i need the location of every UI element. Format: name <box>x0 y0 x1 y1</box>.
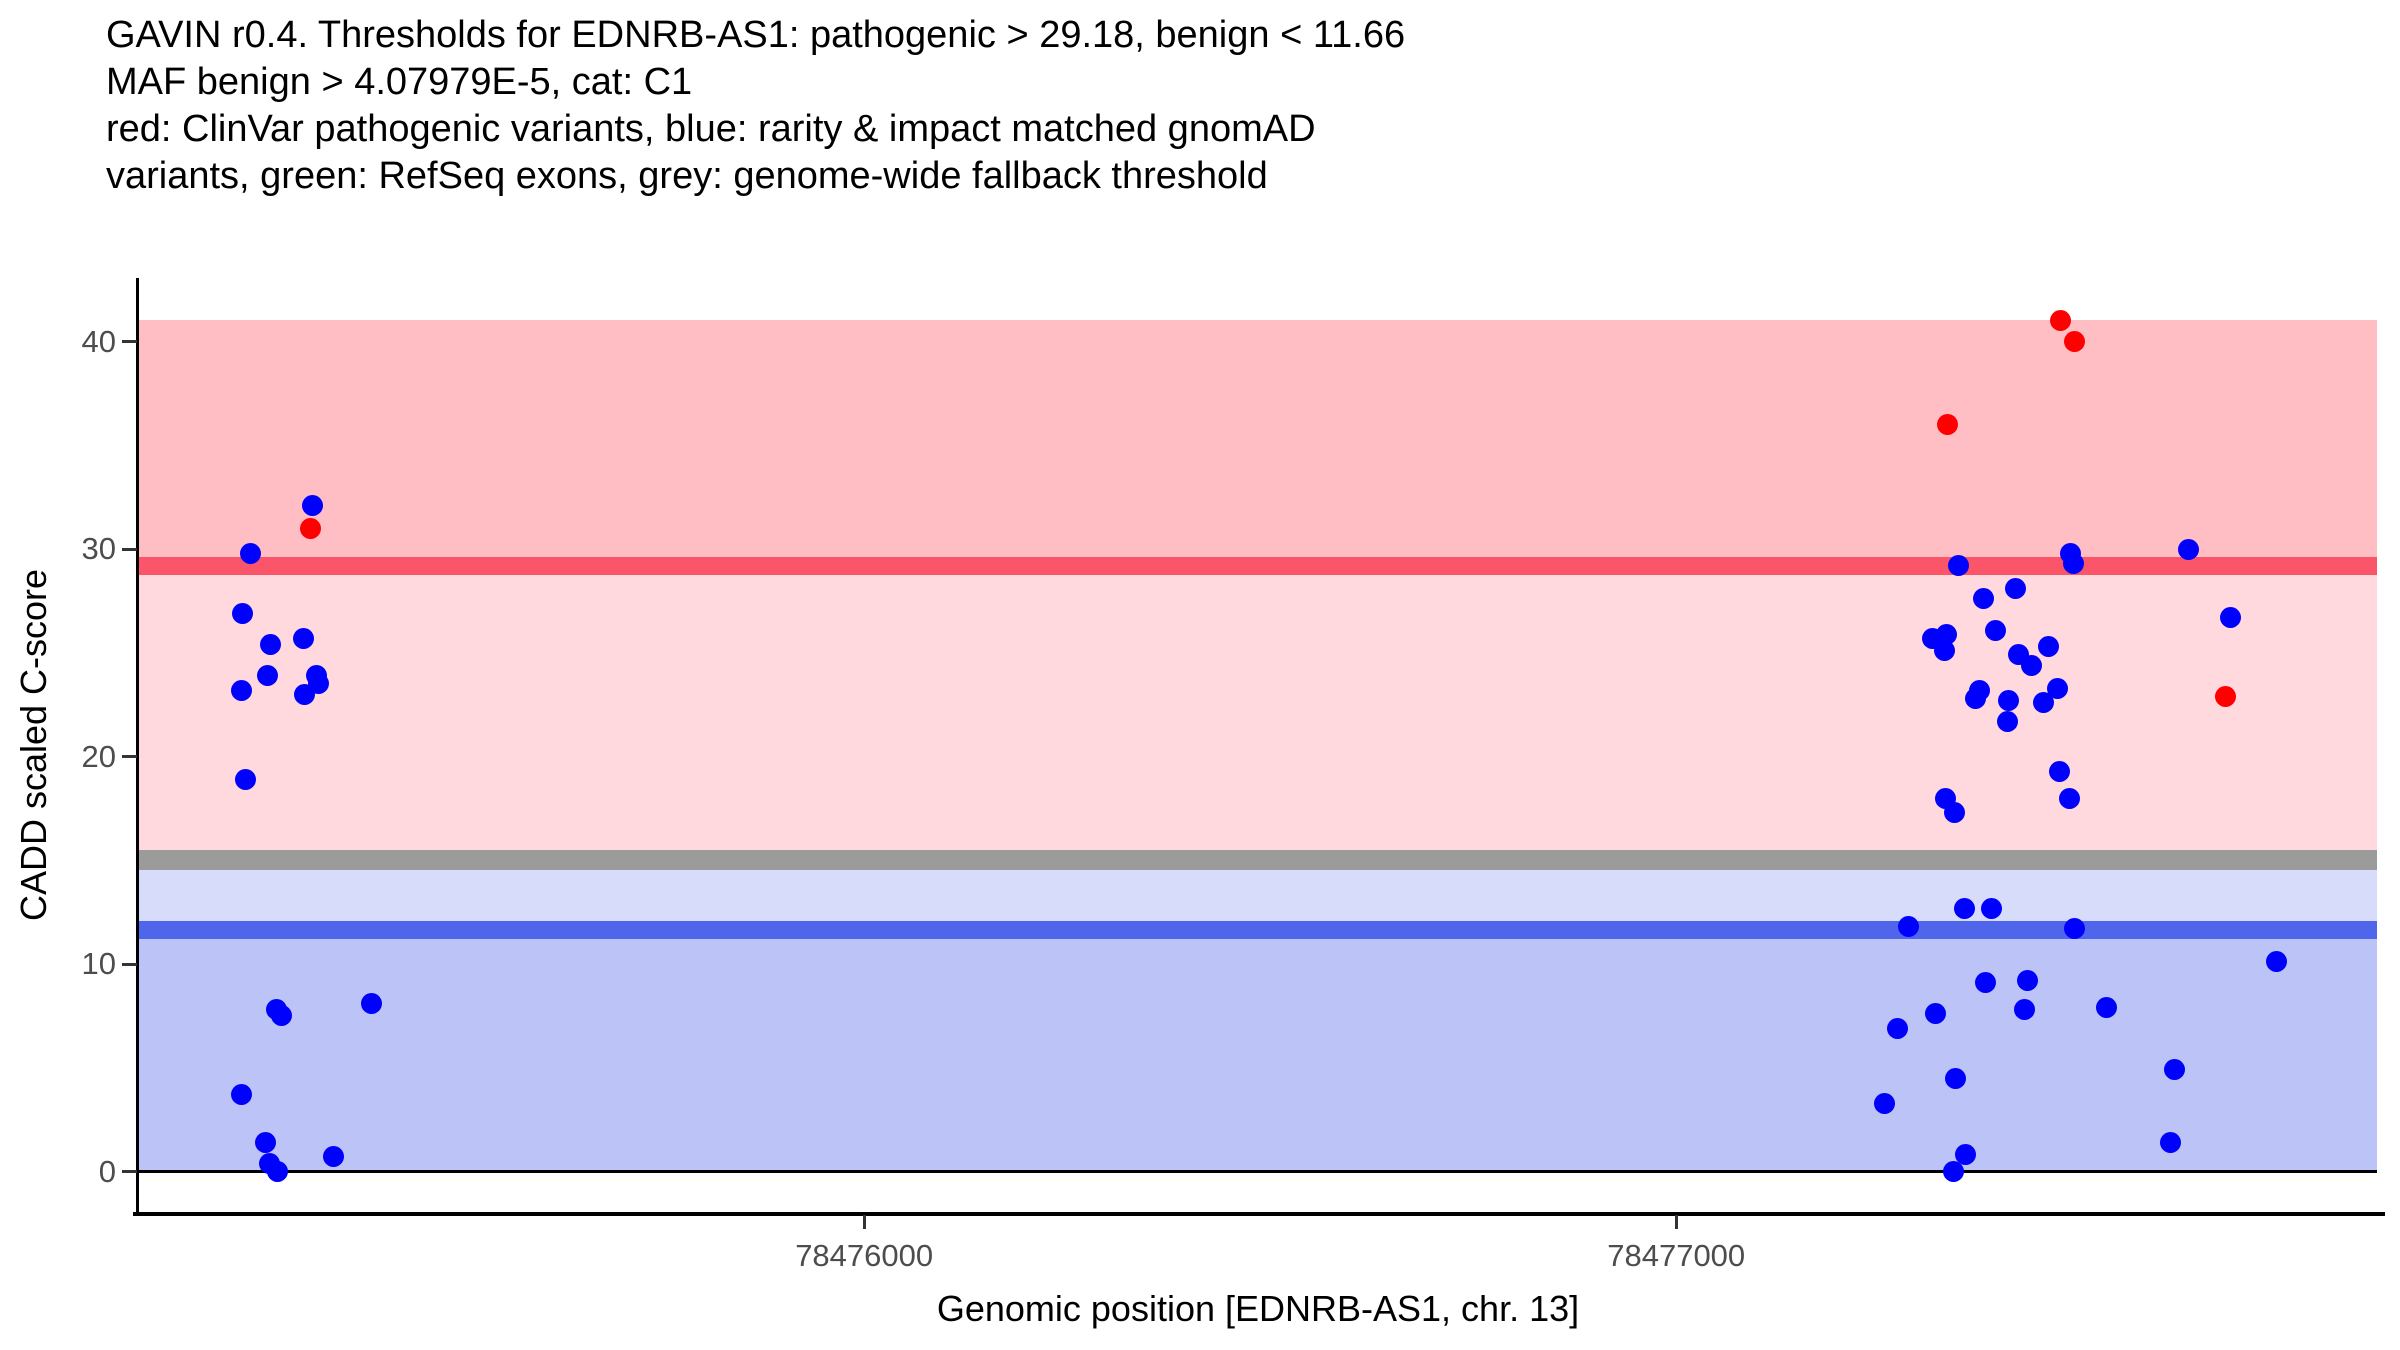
data-point <box>299 517 321 539</box>
x-tick-label: 78476000 <box>795 1238 934 1273</box>
data-point <box>1972 588 1994 610</box>
band-vous-zone-upper <box>139 566 2377 860</box>
data-point <box>2219 607 2241 629</box>
data-point <box>239 542 261 564</box>
x-tick-mark <box>862 1215 866 1229</box>
band-vous-zone-lower <box>139 859 2377 930</box>
data-point <box>302 495 324 517</box>
data-point <box>1965 688 1987 709</box>
y-tick-label: 10 <box>81 946 116 982</box>
y-tick-mark <box>122 340 137 344</box>
data-point <box>1997 710 2019 732</box>
data-point <box>2160 1131 2182 1153</box>
y-tick-label: 40 <box>81 323 116 359</box>
data-point <box>1944 802 1966 824</box>
band-pathogenic-threshold-line <box>139 557 2377 576</box>
data-point <box>1897 916 1919 938</box>
data-point <box>1943 1161 1965 1182</box>
data-point <box>360 992 382 1014</box>
data-point <box>323 1146 345 1168</box>
band-benign-zone <box>139 929 2377 1172</box>
x-axis-title: Genomic position [EDNRB-AS1, chr. 13] <box>936 1288 1580 1329</box>
data-point <box>1954 1144 1976 1166</box>
data-point <box>2037 636 2059 658</box>
data-point <box>1945 1067 1967 1089</box>
band-zero-line <box>139 1170 2377 1173</box>
data-point <box>2032 692 2054 714</box>
data-point <box>2017 970 2039 992</box>
data-point <box>1936 414 1958 436</box>
y-axis-title: CADD scaled C-score <box>13 568 54 922</box>
data-point <box>1984 619 2006 641</box>
data-point <box>1886 1017 1908 1039</box>
band-genome-wide-fallback-band <box>139 849 2377 871</box>
data-point <box>2164 1059 2186 1081</box>
data-point <box>232 602 254 624</box>
data-point <box>2215 685 2237 707</box>
data-point <box>256 665 278 687</box>
y-axis-line <box>136 278 139 1216</box>
data-point <box>230 679 252 701</box>
data-point <box>234 768 256 790</box>
data-point <box>293 627 315 649</box>
y-tick-label: 0 <box>98 1153 116 1189</box>
title-line-4: variants, green: RefSeq exons, grey: gen… <box>106 155 1268 197</box>
title-line-1: GAVIN r0.4. Thresholds for EDNRB-AS1: pa… <box>106 14 1406 56</box>
data-point <box>2062 553 2084 575</box>
data-point <box>2096 997 2118 1019</box>
data-point <box>1975 972 1997 994</box>
y-tick-mark <box>122 962 137 966</box>
y-tick-mark <box>122 1170 137 1173</box>
data-point <box>1873 1092 1895 1114</box>
data-point <box>266 1161 288 1182</box>
y-tick-label: 30 <box>81 531 116 567</box>
data-point <box>255 1131 277 1153</box>
data-point <box>1924 1003 1946 1025</box>
data-point <box>260 634 282 656</box>
data-point <box>294 683 316 705</box>
y-tick-mark <box>122 755 137 759</box>
title-line-3: red: ClinVar pathogenic variants, blue: … <box>106 108 1316 150</box>
data-point <box>1997 690 2019 712</box>
data-point <box>2178 538 2200 560</box>
data-point <box>2063 331 2085 353</box>
band-benign-threshold-line <box>139 920 2377 939</box>
data-point <box>2005 578 2027 600</box>
data-point <box>2014 999 2036 1021</box>
data-point <box>230 1084 252 1106</box>
data-point <box>2048 760 2070 782</box>
data-point <box>1953 897 1975 919</box>
plot-title: GAVIN r0.4. Thresholds for EDNRB-AS1: pa… <box>106 12 1405 200</box>
data-point <box>1934 640 1956 662</box>
y-tick-label: 20 <box>81 738 116 774</box>
data-point <box>2049 310 2071 332</box>
x-axis-line <box>133 1212 2385 1216</box>
data-point <box>1948 555 1970 577</box>
y-tick-mark <box>122 547 137 551</box>
data-point <box>2046 677 2068 699</box>
x-tick-label: 78477000 <box>1607 1238 1746 1273</box>
data-point <box>2064 918 2086 940</box>
data-point <box>1980 897 2002 919</box>
data-point <box>2021 654 2043 676</box>
band-pathogenic-zone <box>139 319 2377 567</box>
data-point <box>271 1005 293 1027</box>
data-point <box>2058 787 2080 809</box>
x-tick-mark <box>1674 1215 1678 1229</box>
title-line-2: MAF benign > 4.07979E-5, cat: C1 <box>106 61 693 103</box>
data-point <box>2265 951 2287 973</box>
